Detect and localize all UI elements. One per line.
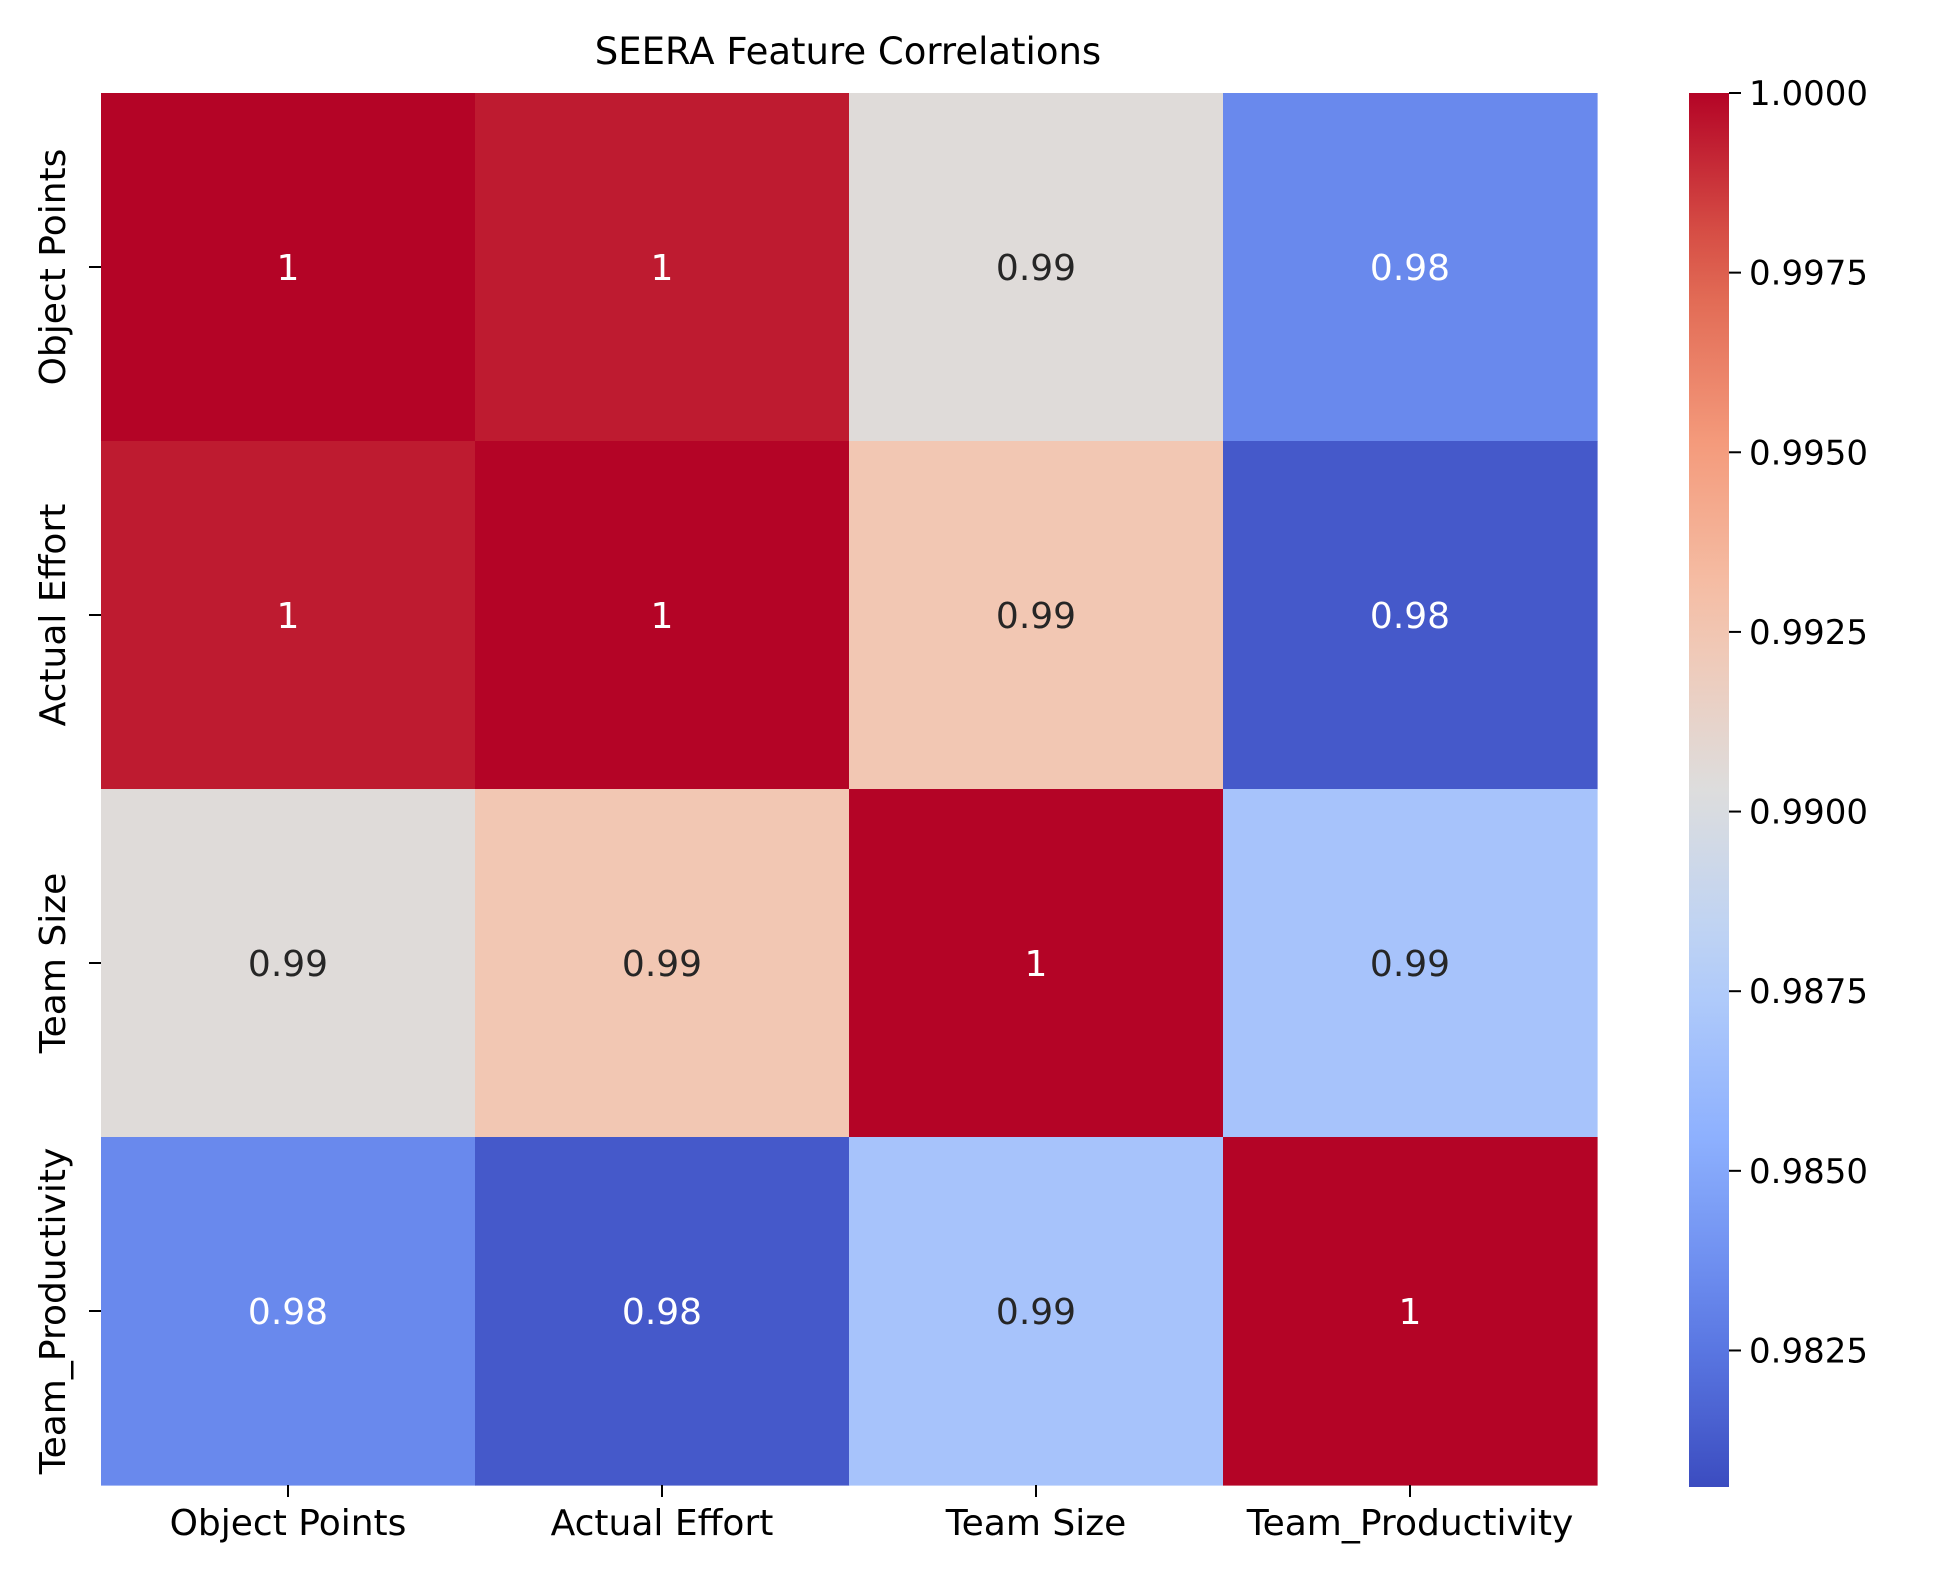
- heatmap-cell-r0-c0: [101, 93, 476, 442]
- y-tick-label-2: Team Size: [33, 873, 74, 1055]
- heatmap-cell-r1-c2: [849, 441, 1224, 790]
- colorbar-tick-label-3: 0.9925: [1749, 613, 1868, 653]
- colorbar-tick-label-1: 0.9975: [1749, 254, 1868, 294]
- heatmap-cell-r3-c3: [1223, 1137, 1598, 1486]
- cell-annotations: 1 1 0.99 0.98 1 1 0.99 0.98 0.99 0.99 1 0.99 0.98 0.9…: [248, 248, 1450, 1333]
- heatmap-cell-r1-c1: [475, 441, 850, 790]
- cell-annotation-r1-c2: 0.99: [996, 596, 1076, 637]
- colorbar-tick-label-2: 0.9950: [1749, 433, 1868, 473]
- heatmap-cell-r0-c1: [475, 93, 850, 442]
- heatmap-cell-r3-c2: [849, 1137, 1224, 1486]
- heatmap-cell-r1-c3: [1223, 441, 1598, 790]
- y-tick-label-3: Team_Productivity: [33, 1148, 74, 1476]
- cell-annotation-r1-c3: 0.98: [1370, 596, 1450, 637]
- cell-annotation-r2-c3: 0.99: [1370, 944, 1450, 985]
- colorbar-tick-label-0: 1.0000: [1749, 74, 1868, 114]
- cell-annotation-r1-c1: 1: [651, 596, 674, 637]
- cell-annotation-r2-c2: 1: [1025, 944, 1048, 985]
- colorbar-tick-label-5: 0.9875: [1749, 972, 1868, 1012]
- cell-annotation-r0-c1: 1: [651, 248, 674, 289]
- x-tick-label-0: Object Points: [170, 1503, 407, 1544]
- heatmap-cell-r0-c3: [1223, 93, 1598, 442]
- x-tick-label-1: Actual Effort: [551, 1503, 774, 1544]
- cell-annotation-r3-c2: 0.99: [996, 1292, 1076, 1333]
- heatmap-cell-r2-c2: [849, 789, 1224, 1138]
- x-tick-label-3: Team_Productivity: [1246, 1503, 1574, 1544]
- x-tick-label-2: Team Size: [945, 1503, 1127, 1544]
- y-axis: Object Points Actual Effort Team Size Team_…: [33, 149, 101, 1476]
- colorbar-tick-label-7: 0.9825: [1749, 1331, 1868, 1371]
- cell-annotation-r1-c0: 1: [277, 596, 300, 637]
- heatmap-cell-r3-c1: [475, 1137, 850, 1486]
- cell-annotation-r0-c3: 0.98: [1370, 248, 1450, 289]
- heatmap-cells: [101, 93, 1598, 1486]
- heatmap-cell-r1-c0: [101, 441, 476, 790]
- cell-annotation-r3-c3: 1: [1399, 1292, 1422, 1333]
- heatmap-cell-r2-c0: [101, 789, 476, 1138]
- cell-annotation-r3-c1: 0.98: [622, 1292, 702, 1333]
- cell-annotation-r0-c0: 1: [277, 248, 300, 289]
- y-tick-label-1: Actual Effort: [33, 504, 74, 727]
- heatmap-cell-r2-c1: [475, 789, 850, 1138]
- colorbar-tick-label-4: 0.9900: [1749, 793, 1868, 833]
- cell-annotation-r0-c2: 0.99: [996, 248, 1076, 289]
- cell-annotation-r2-c1: 0.99: [622, 944, 702, 985]
- colorbar-tick-label-6: 0.9850: [1749, 1152, 1868, 1192]
- chart-title: SEERA Feature Correlations: [595, 30, 1101, 73]
- heatmap-cell-r3-c0: [101, 1137, 476, 1486]
- cell-annotation-r2-c0: 0.99: [248, 944, 328, 985]
- cell-annotation-r3-c0: 0.98: [248, 1292, 328, 1333]
- heatmap-cell-r0-c2: [849, 93, 1224, 442]
- heatmap-cell-r2-c3: [1223, 789, 1598, 1138]
- x-axis: Object Points Actual Effort Team Size Team_…: [170, 1485, 1574, 1544]
- y-tick-label-0: Object Points: [33, 149, 74, 386]
- colorbar: 1.0000 0.9975 0.9950 0.9925 0.9900 0.9875 0.98…: [1689, 74, 1868, 1487]
- colorbar-gradient: [1689, 93, 1729, 1487]
